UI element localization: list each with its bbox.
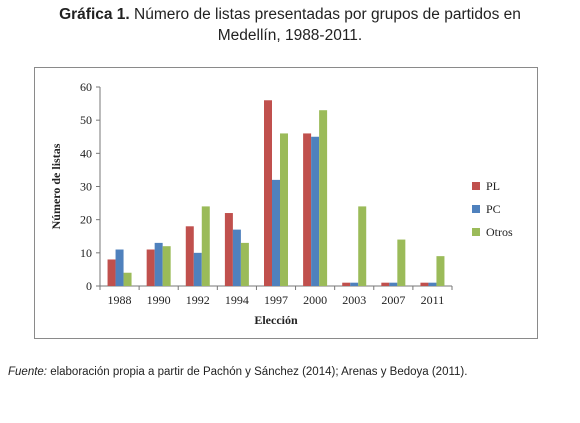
y-tick-label: 0 — [86, 279, 92, 293]
bar-pc-2000 — [311, 136, 320, 286]
x-tick-label: 1992 — [186, 293, 210, 307]
bar-pc-2007 — [389, 282, 398, 286]
bar-chart: 0 10 20 30 40 50 60 1988 1990 1992 1994 1997 2000 200… — [49, 80, 513, 327]
y-tick-label: 40 — [80, 146, 92, 160]
bar-pl-2003 — [342, 282, 351, 286]
x-tick-label: 1990 — [147, 293, 171, 307]
bar-pl-1988 — [107, 259, 116, 286]
bar-otros-1988 — [123, 272, 132, 286]
legend-label-pl: PL — [486, 179, 500, 193]
legend-swatch-pc — [472, 205, 480, 213]
bar-pl-1992 — [185, 226, 194, 286]
bar-otros-1990 — [162, 246, 171, 286]
y-axis-title: Número de listas — [49, 143, 63, 229]
legend-label-otros: Otros — [486, 225, 513, 239]
bar-pl-2000 — [303, 133, 312, 286]
bar-pc-2011 — [428, 282, 437, 286]
legend-swatch-otros — [472, 228, 480, 236]
bar-pl-2011 — [420, 282, 429, 286]
bar-pc-1997 — [272, 179, 280, 286]
bar-pl-1994 — [224, 213, 233, 286]
bar-pl-1997 — [264, 100, 272, 286]
caption-text: Número de listas presentadas por grupos … — [129, 6, 521, 23]
bar-pc-1990 — [154, 242, 163, 286]
x-tick-label: 2000 — [303, 293, 327, 307]
caption-line-1: Gráfica 1. Número de listas presentadas … — [0, 4, 580, 25]
chart-frame — [34, 67, 538, 339]
chart-caption: Gráfica 1. Número de listas presentadas … — [0, 4, 580, 46]
bar-pl-2007 — [381, 282, 390, 286]
x-tick-label: 2007 — [381, 293, 405, 307]
legend-swatch-pl — [472, 182, 480, 190]
bar-pc-1992 — [193, 252, 202, 286]
y-tick-label: 30 — [80, 180, 92, 194]
source-note: Fuente: elaboración propia a partir de P… — [8, 366, 467, 378]
source-label: Fuente: — [8, 366, 47, 378]
x-tick-label: 1988 — [108, 293, 132, 307]
bar-pl-1990 — [146, 249, 155, 286]
bar-otros-2003 — [358, 206, 367, 286]
x-tick-label: 2003 — [342, 293, 366, 307]
source-text: elaboración propia a partir de Pachón y … — [47, 366, 468, 378]
bar-otros-2000 — [319, 110, 328, 286]
caption-line-2: Medellín, 1988-2011. — [217, 27, 363, 44]
x-tick-label: 2011 — [421, 293, 445, 307]
y-tick-label: 10 — [80, 246, 92, 260]
bar-pc-1988 — [115, 249, 124, 286]
bar-otros-1994 — [240, 242, 249, 286]
bar-otros-2011 — [436, 256, 445, 286]
y-tick-label: 60 — [80, 80, 92, 94]
x-axis-title: Elección — [254, 313, 298, 327]
bar-pc-2003 — [350, 282, 359, 286]
y-tick-label: 20 — [80, 213, 92, 227]
bar-pc-1994 — [232, 229, 241, 286]
legend-label-pc: PC — [486, 202, 501, 216]
x-tick-label: 1994 — [225, 293, 249, 307]
caption-label: Gráfica 1. — [59, 6, 130, 23]
bar-otros-1992 — [201, 206, 210, 286]
x-tick-label: 1997 — [264, 293, 288, 307]
bar-otros-1997 — [280, 133, 288, 286]
bar-otros-2007 — [397, 239, 406, 286]
y-tick-label: 50 — [80, 113, 92, 127]
